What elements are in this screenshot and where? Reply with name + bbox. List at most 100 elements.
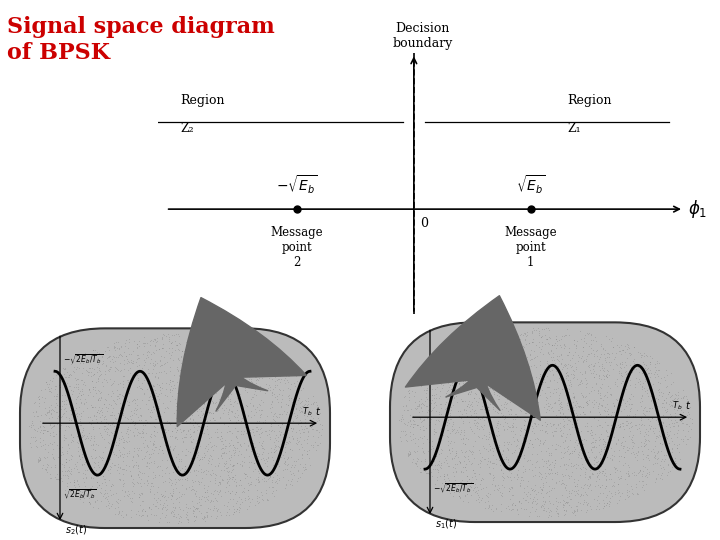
Point (132, 478, 143, 487)
Point (571, 502, 582, 510)
Point (270, 446, 282, 455)
Point (123, 350, 135, 359)
Point (92, 458, 104, 467)
Point (76, 453, 88, 461)
Point (485, 353, 496, 361)
Point (138, 339, 149, 348)
Point (450, 449, 462, 458)
Point (470, 356, 482, 365)
Point (582, 418, 593, 427)
Point (315, 438, 326, 447)
Point (615, 438, 626, 447)
Point (87, 370, 99, 379)
Point (492, 446, 503, 455)
Point (215, 375, 227, 384)
Point (636, 447, 647, 456)
Point (256, 488, 267, 496)
Point (302, 439, 313, 448)
Point (35, 456, 46, 464)
Point (302, 435, 313, 444)
Point (596, 469, 608, 477)
Point (269, 409, 280, 418)
Point (48, 407, 60, 415)
Point (63, 422, 75, 431)
Point (630, 421, 642, 429)
Point (463, 475, 474, 484)
Point (217, 367, 229, 376)
Point (469, 340, 481, 349)
Point (173, 513, 184, 522)
Point (253, 449, 264, 458)
Point (158, 425, 170, 434)
Point (163, 348, 175, 357)
Point (227, 349, 238, 358)
Point (582, 498, 594, 507)
Point (140, 357, 151, 366)
Point (222, 428, 233, 436)
Point (642, 364, 653, 373)
Point (629, 343, 640, 352)
Point (196, 468, 207, 476)
Point (498, 350, 509, 359)
Point (197, 399, 209, 407)
Point (441, 482, 453, 491)
Point (143, 503, 155, 511)
Point (278, 375, 289, 384)
Point (500, 389, 511, 398)
Point (113, 423, 125, 431)
Point (683, 404, 694, 413)
Point (583, 350, 595, 359)
Point (170, 402, 181, 410)
Text: Decision
boundary: Decision boundary (392, 22, 453, 50)
Point (92, 504, 104, 512)
Point (274, 357, 285, 366)
Point (290, 372, 302, 380)
Point (569, 401, 580, 409)
Point (454, 458, 466, 467)
Point (109, 343, 120, 352)
Point (624, 368, 635, 376)
Point (174, 517, 185, 525)
Point (150, 361, 161, 369)
Point (156, 344, 168, 353)
Point (469, 406, 481, 414)
Point (139, 416, 150, 424)
Text: $s_1(t)$: $s_1(t)$ (435, 517, 457, 531)
Point (485, 399, 496, 408)
Point (563, 399, 575, 408)
Point (170, 465, 181, 474)
Point (220, 511, 232, 519)
Point (566, 369, 577, 378)
Point (79, 469, 91, 478)
Point (408, 413, 420, 421)
Point (223, 442, 235, 451)
Point (156, 333, 168, 341)
Point (402, 450, 414, 458)
Point (570, 460, 581, 469)
Point (581, 399, 593, 408)
Point (85, 372, 96, 381)
Point (84, 464, 96, 472)
Point (172, 405, 184, 414)
Point (542, 512, 554, 521)
Point (613, 488, 625, 496)
Point (630, 412, 642, 421)
Point (575, 377, 587, 386)
Point (292, 476, 303, 485)
Point (582, 453, 594, 461)
Point (482, 493, 494, 502)
Point (93, 395, 104, 403)
Point (579, 409, 590, 418)
Point (626, 469, 637, 477)
Point (570, 409, 581, 418)
Point (120, 510, 131, 518)
Point (460, 409, 472, 417)
Point (543, 450, 554, 459)
Point (397, 427, 409, 436)
Point (582, 427, 594, 436)
Point (532, 324, 544, 333)
Point (56, 401, 68, 410)
Point (601, 373, 613, 381)
Point (302, 397, 313, 406)
Point (141, 417, 153, 426)
